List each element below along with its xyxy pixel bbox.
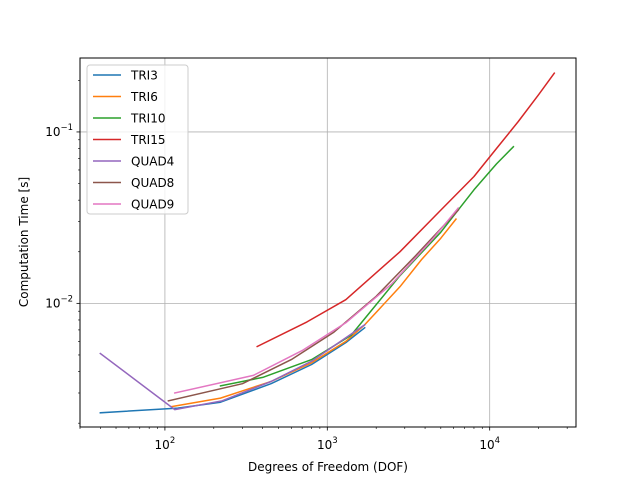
axis-ticks: 102 103 104 10−2 10−1: [45, 80, 568, 452]
series-line-quad8: [167, 209, 460, 402]
legend: TRI3 TRI6 TRI10 TRI15 QUAD4 QUAD8 QUAD9: [86, 64, 189, 215]
legend-label-tri6: TRI6: [130, 90, 158, 104]
x-tick-label: 103: [317, 436, 338, 452]
plot-frame: [79, 57, 577, 428]
series-lines: [99, 72, 556, 414]
x-tick-label: 104: [479, 436, 500, 452]
series-line-quad4: [99, 323, 366, 411]
series-line-tri6: [170, 218, 458, 408]
legend-label-tri15: TRI15: [130, 133, 165, 147]
series-line-quad9: [173, 206, 460, 394]
legend-label-quad9: QUAD9: [131, 198, 174, 212]
legend-label-quad8: QUAD8: [131, 176, 174, 190]
y-tick-label: 10−2: [45, 294, 73, 310]
x-axis-label: Degrees of Freedom (DOF): [248, 460, 408, 474]
legend-label-quad4: QUAD4: [131, 155, 174, 169]
y-tick-label: 10−1: [45, 123, 73, 139]
y-axis-label: Computation Time [s]: [17, 177, 31, 307]
x-tick-label: 102: [155, 436, 176, 452]
series-line-tri3: [99, 326, 366, 414]
legend-box: [86, 64, 189, 215]
legend-label-tri3: TRI3: [130, 69, 158, 83]
series-line-tri15: [256, 72, 556, 348]
legend-label-tri10: TRI10: [130, 112, 165, 126]
